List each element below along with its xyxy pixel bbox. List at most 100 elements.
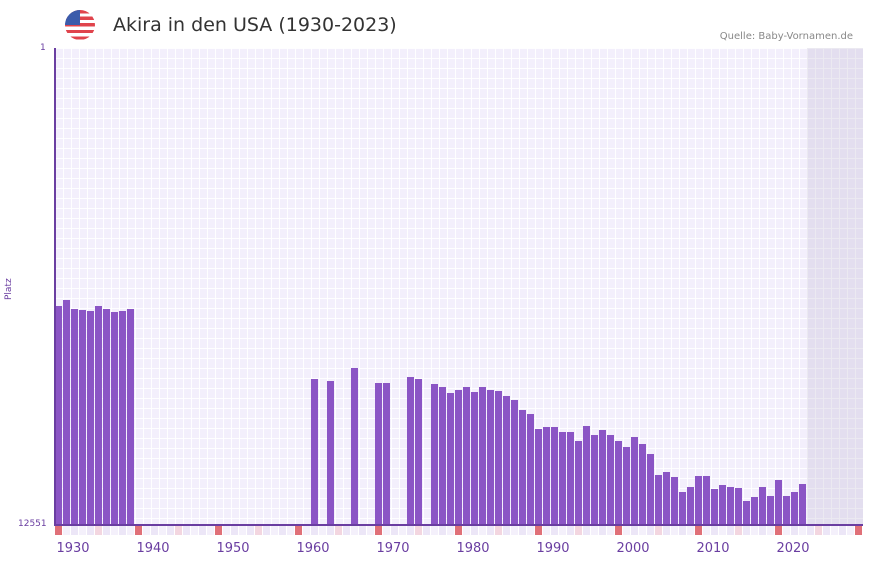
bar[interactable] (687, 487, 694, 525)
bar[interactable] (799, 484, 806, 525)
year-marker (367, 526, 374, 535)
bar[interactable] (591, 435, 598, 525)
bar[interactable] (487, 390, 494, 525)
bar[interactable] (511, 400, 518, 525)
bar[interactable] (79, 310, 86, 525)
bar[interactable] (767, 496, 774, 525)
bar[interactable] (583, 426, 590, 525)
year-marker (855, 526, 862, 535)
bar[interactable] (479, 387, 486, 525)
year-marker (679, 526, 686, 535)
bar[interactable] (703, 476, 710, 525)
bar[interactable] (471, 392, 478, 525)
year-marker (143, 526, 150, 535)
x-axis-label: 2000 (616, 541, 650, 556)
bar[interactable] (407, 377, 414, 525)
bar[interactable] (751, 497, 758, 525)
bar[interactable] (71, 309, 78, 525)
bar[interactable] (775, 480, 782, 525)
year-marker (543, 526, 550, 535)
year-marker (631, 526, 638, 535)
bar[interactable] (383, 383, 390, 525)
bar[interactable] (663, 472, 670, 525)
year-marker (127, 526, 134, 535)
year-marker (511, 526, 518, 535)
chart-plot-area (55, 48, 863, 525)
year-marker (711, 526, 718, 535)
bar[interactable] (735, 488, 742, 525)
year-marker (735, 526, 742, 535)
bar[interactable] (567, 432, 574, 525)
bar[interactable] (63, 300, 70, 525)
x-axis-markers (55, 526, 863, 535)
source-link[interactable]: Quelle: Baby-Vornamen.de (719, 31, 853, 42)
bar[interactable] (551, 427, 558, 525)
bar[interactable] (743, 501, 750, 525)
bar[interactable] (127, 309, 134, 525)
bar[interactable] (631, 437, 638, 525)
bar[interactable] (615, 441, 622, 525)
year-marker (743, 526, 750, 535)
bar[interactable] (351, 368, 358, 525)
year-marker (135, 526, 142, 535)
bar[interactable] (455, 390, 462, 525)
bar[interactable] (503, 396, 510, 525)
bar[interactable] (575, 441, 582, 525)
year-marker (239, 526, 246, 535)
bar[interactable] (103, 309, 110, 525)
year-marker (527, 526, 534, 535)
bar[interactable] (495, 391, 502, 525)
bar[interactable] (679, 492, 686, 525)
bar[interactable] (431, 384, 438, 525)
bar[interactable] (783, 496, 790, 525)
bar[interactable] (87, 311, 94, 525)
bar[interactable] (607, 435, 614, 525)
bar[interactable] (463, 387, 470, 525)
bar[interactable] (599, 430, 606, 525)
bar[interactable] (791, 492, 798, 525)
bar[interactable] (519, 410, 526, 525)
year-marker (615, 526, 622, 535)
year-marker (263, 526, 270, 535)
bar[interactable] (559, 432, 566, 525)
y-axis-top-label: 1 (40, 43, 46, 53)
year-marker (399, 526, 406, 535)
x-axis-label: 2010 (696, 541, 730, 556)
bar[interactable] (327, 381, 334, 525)
year-marker (55, 526, 62, 535)
year-marker (455, 526, 462, 535)
bar[interactable] (671, 477, 678, 525)
bar[interactable] (439, 387, 446, 525)
bar[interactable] (711, 489, 718, 525)
year-marker (183, 526, 190, 535)
bar[interactable] (119, 311, 126, 525)
year-marker (775, 526, 782, 535)
bar[interactable] (111, 312, 118, 525)
year-marker (559, 526, 566, 535)
year-marker (103, 526, 110, 535)
bar[interactable] (447, 393, 454, 525)
year-marker (255, 526, 262, 535)
bar[interactable] (623, 447, 630, 525)
bar[interactable] (55, 306, 62, 525)
bar[interactable] (415, 379, 422, 525)
bar[interactable] (647, 454, 654, 525)
bar[interactable] (311, 379, 318, 525)
bar[interactable] (535, 429, 542, 525)
bar[interactable] (95, 306, 102, 525)
bar[interactable] (543, 427, 550, 525)
bar[interactable] (527, 414, 534, 525)
year-marker (151, 526, 158, 535)
bar[interactable] (727, 487, 734, 525)
year-marker (847, 526, 854, 535)
bar[interactable] (639, 444, 646, 525)
bar[interactable] (655, 475, 662, 525)
bar[interactable] (695, 476, 702, 525)
year-marker (327, 526, 334, 535)
bar[interactable] (375, 383, 382, 525)
year-marker (535, 526, 542, 535)
year-marker (287, 526, 294, 535)
bar[interactable] (759, 487, 766, 525)
bar[interactable] (719, 485, 726, 525)
year-marker (279, 526, 286, 535)
